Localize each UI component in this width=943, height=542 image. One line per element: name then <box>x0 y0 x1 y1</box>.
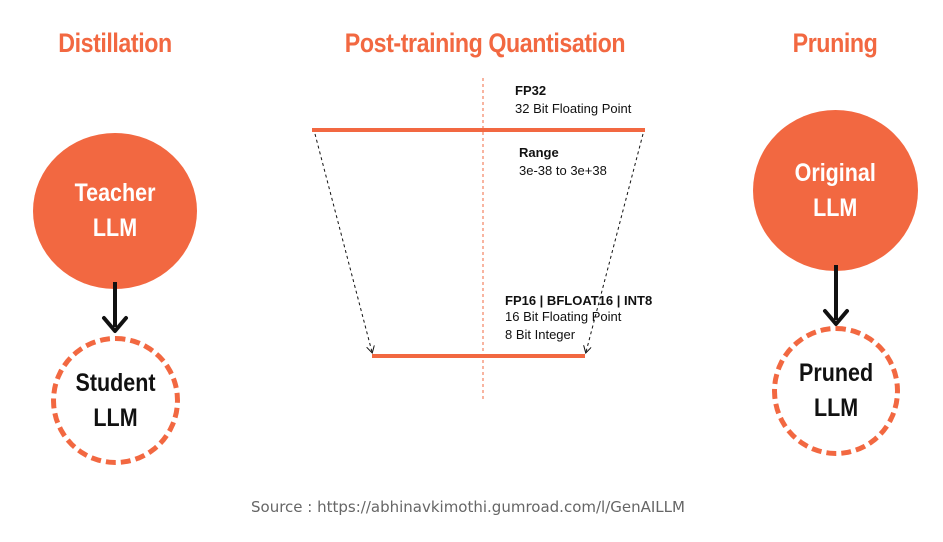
fp32-description: 32 Bit Floating Point <box>515 101 632 116</box>
pruned-llm-circle: Pruned LLM <box>772 326 900 456</box>
quantisation-title: Post-training Quantisation <box>344 28 626 58</box>
source-caption: Source : https://abhinavkimothi.gumroad.… <box>251 498 685 516</box>
student-llm-circle: Student LLM <box>51 336 180 465</box>
distillation-title: Distillation <box>58 28 172 58</box>
range-value: 3e-38 to 3e+38 <box>519 163 607 178</box>
fp32-label: FP32 <box>515 83 547 98</box>
teacher-to-student-arrow <box>102 282 128 333</box>
low-precision-desc-2: 8 Bit Integer <box>505 327 576 342</box>
pruning-title: Pruning <box>792 28 878 58</box>
right-mapping-arrow <box>586 133 644 352</box>
student-label-line1: Student <box>75 368 156 397</box>
pruned-label-line1: Pruned <box>798 359 874 387</box>
student-label-line2: LLM <box>93 403 138 432</box>
pruned-label-line2: LLM <box>813 394 859 422</box>
original-label-line2: LLM <box>813 193 858 222</box>
teacher-llm-circle: Teacher LLM <box>33 133 197 289</box>
range-label: Range <box>519 145 559 160</box>
teacher-label-line2: LLM <box>92 214 138 242</box>
low-precision-label: FP16 | BFLOAT16 | INT8 <box>505 293 653 308</box>
original-llm-circle: Original LLM <box>753 110 918 271</box>
left-mapping-arrow <box>314 133 372 352</box>
original-to-pruned-arrow <box>823 265 849 326</box>
teacher-label-line1: Teacher <box>74 179 156 207</box>
original-label-line1: Original <box>794 158 877 187</box>
low-precision-desc-1: 16 Bit Floating Point <box>505 309 622 324</box>
